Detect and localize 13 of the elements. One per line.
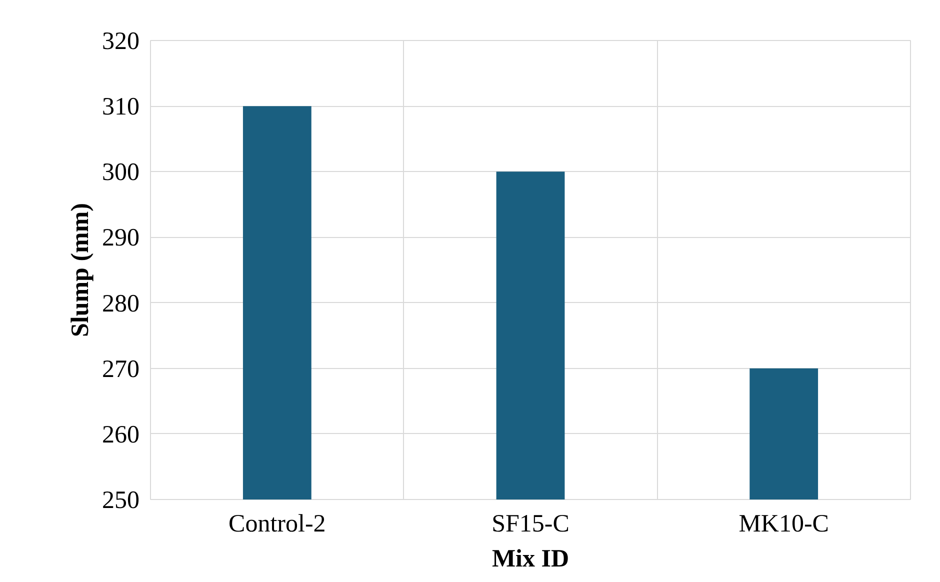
y-tick-label: 250 [102, 487, 140, 514]
x-axis-title: Mix ID [492, 546, 570, 572]
x-tick-label: SF15-C [492, 510, 570, 538]
x-tick-label: MK10-C [738, 510, 829, 538]
y-axis-title: Slump (mm) [67, 202, 94, 338]
y-tick-label: 270 [102, 356, 140, 383]
y-tick-label: 310 [102, 94, 140, 121]
y-tick-label: 280 [102, 290, 140, 318]
y-tick-label: 300 [102, 159, 140, 186]
x-tick-label: Control-2 [228, 510, 326, 538]
y-tick-label: 260 [102, 421, 140, 448]
y-tick-label: 290 [102, 224, 140, 252]
y-tick-label: 320 [102, 28, 140, 55]
